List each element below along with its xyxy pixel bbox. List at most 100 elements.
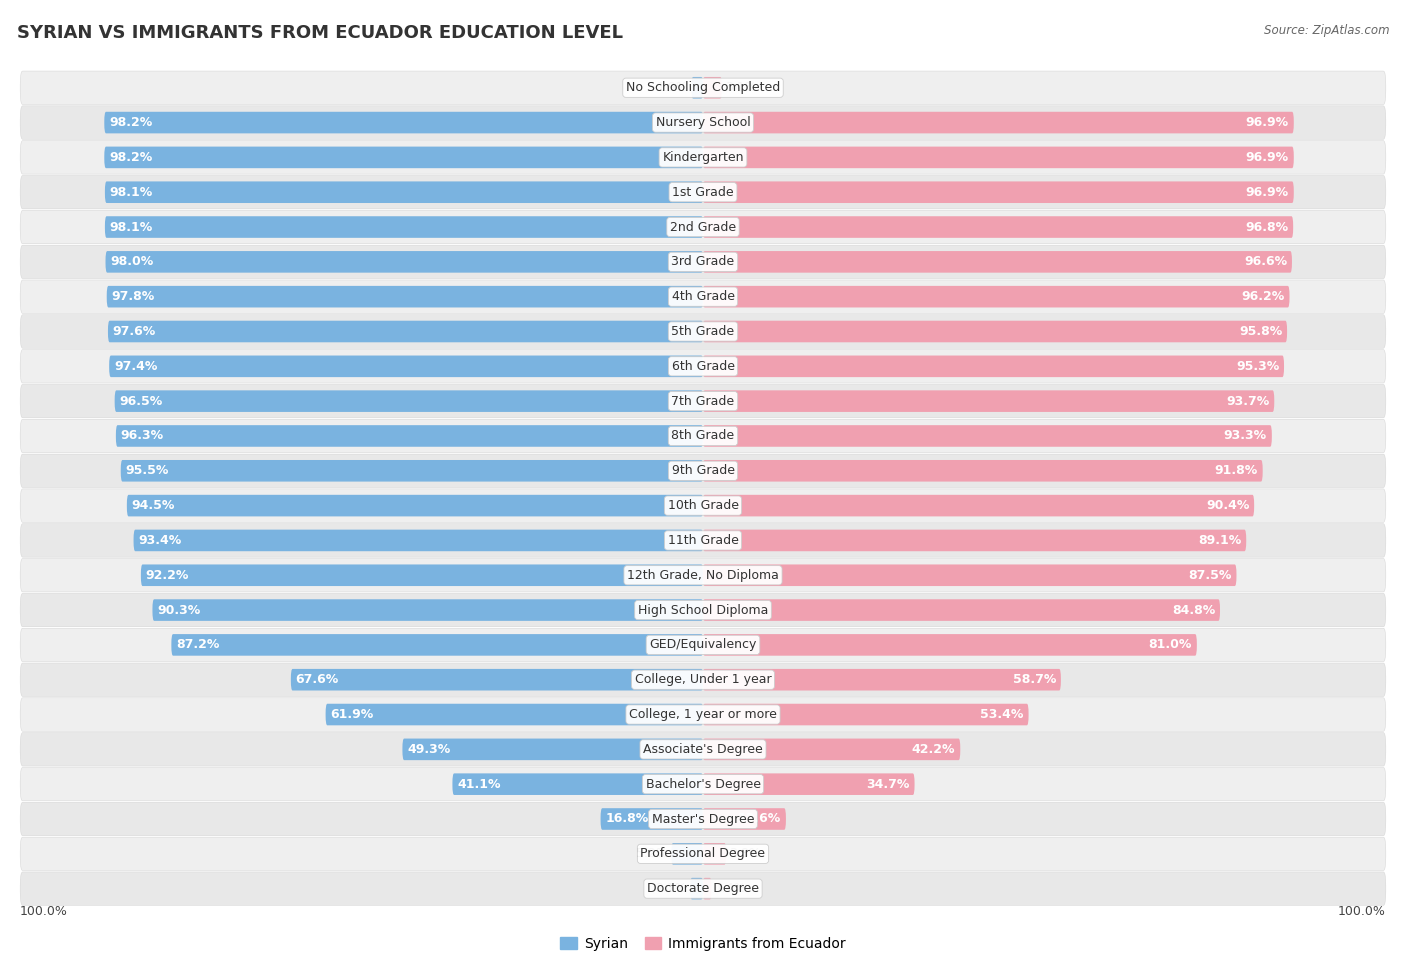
Text: Nursery School: Nursery School [655,116,751,129]
FancyBboxPatch shape [121,460,703,482]
Text: Associate's Degree: Associate's Degree [643,743,763,756]
FancyBboxPatch shape [20,176,1386,209]
FancyBboxPatch shape [703,251,1292,273]
FancyBboxPatch shape [703,146,1294,168]
FancyBboxPatch shape [20,315,1386,348]
Text: 93.4%: 93.4% [138,534,181,547]
Text: 96.9%: 96.9% [1246,185,1289,199]
Text: 98.2%: 98.2% [110,151,152,164]
Text: 41.1%: 41.1% [457,778,501,791]
FancyBboxPatch shape [20,663,1386,696]
Text: 95.3%: 95.3% [1236,360,1279,372]
FancyBboxPatch shape [671,843,703,865]
FancyBboxPatch shape [115,390,703,411]
Text: 84.8%: 84.8% [1171,604,1215,616]
FancyBboxPatch shape [20,106,1386,139]
Text: 89.1%: 89.1% [1198,534,1241,547]
FancyBboxPatch shape [703,181,1294,203]
FancyBboxPatch shape [127,495,703,517]
FancyBboxPatch shape [20,732,1386,766]
FancyBboxPatch shape [20,211,1386,244]
Text: 87.2%: 87.2% [176,639,219,651]
FancyBboxPatch shape [703,565,1236,586]
Text: 98.0%: 98.0% [111,255,153,268]
Text: Doctorate Degree: Doctorate Degree [647,882,759,895]
Text: 9th Grade: 9th Grade [672,464,734,478]
Text: 97.4%: 97.4% [114,360,157,372]
Text: 98.1%: 98.1% [110,185,153,199]
Text: 67.6%: 67.6% [295,673,339,686]
Text: 5th Grade: 5th Grade [672,325,734,338]
FancyBboxPatch shape [20,559,1386,592]
FancyBboxPatch shape [20,628,1386,662]
FancyBboxPatch shape [703,356,1284,377]
FancyBboxPatch shape [703,669,1062,690]
Text: 3rd Grade: 3rd Grade [672,255,734,268]
Text: 96.2%: 96.2% [1241,291,1285,303]
Text: GED/Equivalency: GED/Equivalency [650,639,756,651]
FancyBboxPatch shape [20,524,1386,557]
FancyBboxPatch shape [20,594,1386,627]
FancyBboxPatch shape [703,425,1272,447]
Text: 8th Grade: 8th Grade [672,429,734,443]
FancyBboxPatch shape [104,146,703,168]
FancyBboxPatch shape [115,425,703,447]
FancyBboxPatch shape [104,112,703,134]
Text: 96.5%: 96.5% [120,395,163,408]
Text: College, 1 year or more: College, 1 year or more [628,708,778,722]
FancyBboxPatch shape [105,181,703,203]
FancyBboxPatch shape [20,280,1386,313]
Text: 1.9%: 1.9% [657,81,689,95]
Text: Master's Degree: Master's Degree [652,812,754,826]
Text: 96.3%: 96.3% [121,429,165,443]
Text: 91.8%: 91.8% [1215,464,1258,478]
Text: 49.3%: 49.3% [408,743,450,756]
Text: 2.1%: 2.1% [655,882,688,895]
Text: 13.6%: 13.6% [738,812,782,826]
Text: 12th Grade, No Diploma: 12th Grade, No Diploma [627,568,779,582]
FancyBboxPatch shape [20,872,1386,906]
FancyBboxPatch shape [703,634,1197,655]
FancyBboxPatch shape [703,216,1294,238]
Text: 97.6%: 97.6% [112,325,156,338]
FancyBboxPatch shape [291,669,703,690]
FancyBboxPatch shape [20,698,1386,731]
Text: Bachelor's Degree: Bachelor's Degree [645,778,761,791]
Text: 53.4%: 53.4% [980,708,1024,722]
Text: 58.7%: 58.7% [1012,673,1056,686]
FancyBboxPatch shape [152,600,703,621]
Text: No Schooling Completed: No Schooling Completed [626,81,780,95]
Text: 96.9%: 96.9% [1246,151,1289,164]
FancyBboxPatch shape [20,384,1386,418]
FancyBboxPatch shape [703,843,725,865]
Text: 93.3%: 93.3% [1223,429,1267,443]
Text: 94.5%: 94.5% [132,499,176,512]
FancyBboxPatch shape [703,808,786,830]
FancyBboxPatch shape [20,802,1386,836]
FancyBboxPatch shape [107,286,703,307]
Text: 92.2%: 92.2% [146,568,190,582]
FancyBboxPatch shape [703,286,1289,307]
FancyBboxPatch shape [141,565,703,586]
Text: 1.4%: 1.4% [714,882,747,895]
FancyBboxPatch shape [20,140,1386,175]
FancyBboxPatch shape [108,321,703,342]
Text: 90.4%: 90.4% [1206,499,1250,512]
FancyBboxPatch shape [703,495,1254,517]
Text: 100.0%: 100.0% [1339,905,1386,917]
Text: 11th Grade: 11th Grade [668,534,738,547]
Text: 97.8%: 97.8% [111,291,155,303]
Text: 2nd Grade: 2nd Grade [669,220,737,234]
Text: 10th Grade: 10th Grade [668,499,738,512]
FancyBboxPatch shape [703,529,1246,551]
FancyBboxPatch shape [402,739,703,760]
Text: 42.2%: 42.2% [912,743,956,756]
FancyBboxPatch shape [703,460,1263,482]
FancyBboxPatch shape [20,454,1386,488]
FancyBboxPatch shape [703,112,1294,134]
Text: 96.8%: 96.8% [1246,220,1288,234]
Text: College, Under 1 year: College, Under 1 year [634,673,772,686]
FancyBboxPatch shape [703,739,960,760]
Text: 96.6%: 96.6% [1244,255,1286,268]
Text: 3.8%: 3.8% [730,847,761,860]
